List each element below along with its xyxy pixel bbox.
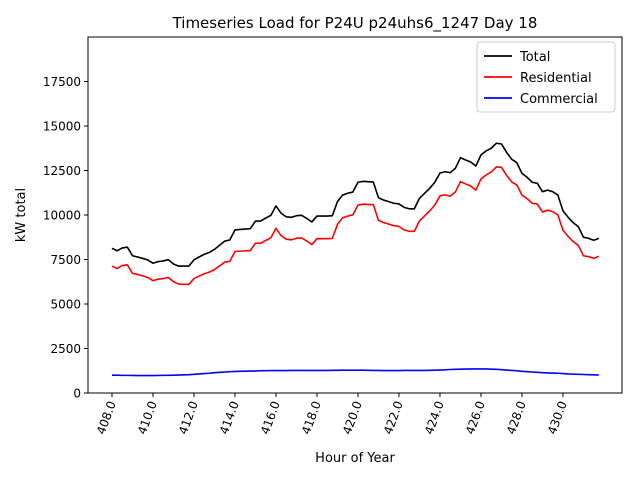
x-tick-label: 426.0 [463,399,488,436]
x-tick-label: 424.0 [422,399,447,436]
x-tick-label: 416.0 [258,399,283,436]
x-tick-label: 430.0 [545,399,570,436]
legend-label: Residential [520,71,592,86]
y-tick-label: 15000 [43,120,81,134]
legend: Total Residential Commercial [476,41,616,113]
series-layer [111,142,600,377]
x-tick-label: 422.0 [381,399,406,436]
y-tick-label: 17500 [43,75,81,89]
series-line-residential [111,166,600,286]
x-tick-label: 418.0 [299,399,324,436]
x-tick-label: 420.0 [340,399,365,436]
y-axis-label: kW total [14,188,29,242]
y-tick-label: 12500 [43,164,81,178]
x-axis-label: Hour of Year [315,451,395,466]
x-tick-label: 414.0 [217,399,242,436]
y-tick-label: 5000 [50,298,81,312]
x-tick-label: 428.0 [504,399,529,436]
chart-title: Timeseries Load for P24U p24uhs6_1247 Da… [172,14,538,33]
y-tick-label: 2500 [50,342,81,356]
y-axis: 0 2500 5000 7500 10000 12500 15000 17500 [43,75,88,401]
legend-label: Commercial [520,92,598,107]
legend-box [476,41,616,113]
series-line-total [111,142,600,267]
y-tick-label: 0 [73,387,81,401]
y-tick-label: 7500 [50,253,81,267]
x-axis: 408.0 410.0 412.0 414.0 416.0 418.0 420.0 422.0… [94,393,570,436]
x-tick-label: 408.0 [94,399,119,436]
series-line-commercial [111,368,599,377]
x-tick-label: 412.0 [176,399,201,436]
legend-label: Total [519,50,550,65]
x-tick-label: 410.0 [135,399,160,436]
y-tick-label: 10000 [43,209,81,223]
